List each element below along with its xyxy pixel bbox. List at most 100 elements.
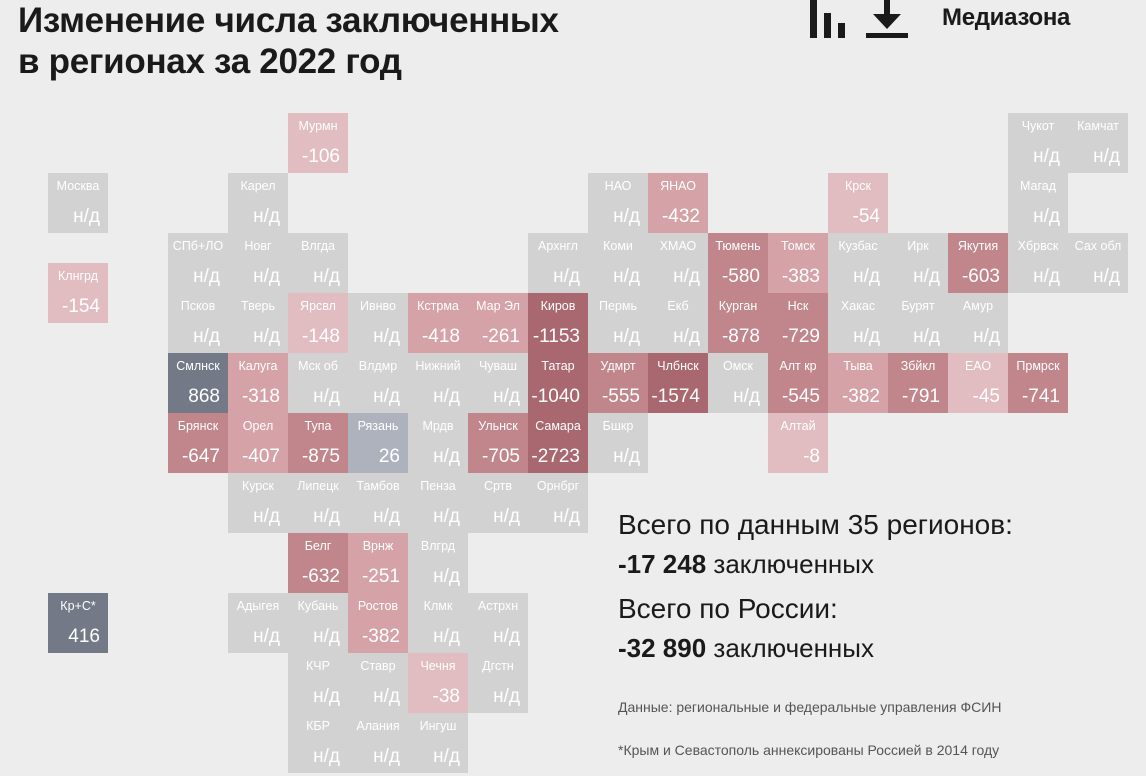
region-tile[interactable]: Удмрт -555: [588, 353, 648, 413]
region-tile[interactable]: Тыва -382: [828, 353, 888, 413]
region-tile[interactable]: Белг -632: [288, 533, 348, 593]
region-tile[interactable]: Нижний н/д: [408, 353, 468, 413]
region-value: н/д: [493, 686, 520, 707]
region-tile[interactable]: Ростов -382: [348, 593, 408, 653]
region-tile[interactable]: Кузбас н/д: [828, 233, 888, 293]
region-tile[interactable]: КБР н/д: [288, 713, 348, 773]
region-tile[interactable]: Ярсвл -148: [288, 293, 348, 353]
region-tile[interactable]: Самара -2723: [528, 413, 588, 473]
region-tile[interactable]: Мурмн -106: [288, 113, 348, 173]
region-value: н/д: [493, 506, 520, 527]
region-value: -261: [481, 326, 520, 347]
region-abbr: Калуга: [238, 359, 278, 373]
region-tile[interactable]: Ульнск -705: [468, 413, 528, 473]
region-tile[interactable]: Ставр н/д: [348, 653, 408, 713]
region-tile[interactable]: Кубань н/д: [288, 593, 348, 653]
region-tile[interactable]: Камчат н/д: [1068, 113, 1128, 173]
region-tile[interactable]: ЕАО -45: [948, 353, 1008, 413]
region-tile[interactable]: Клмк н/д: [408, 593, 468, 653]
region-tile[interactable]: Курган -878: [708, 293, 768, 353]
region-tile[interactable]: Сах обл н/д: [1068, 233, 1128, 293]
title-line-2: в регионах за 2022 год: [18, 42, 402, 81]
region-tile[interactable]: Омск н/д: [708, 353, 768, 413]
region-tile[interactable]: Алт кр -545: [768, 353, 828, 413]
region-tile[interactable]: Орел -407: [228, 413, 288, 473]
region-tile[interactable]: Орнбрг н/д: [528, 473, 588, 533]
region-abbr: Бшкр: [602, 419, 634, 433]
region-value: н/д: [1033, 206, 1060, 227]
region-tile[interactable]: Нск -729: [768, 293, 828, 353]
region-value: 26: [378, 446, 400, 467]
region-tile[interactable]: Тамбов н/д: [348, 473, 408, 533]
region-tile[interactable]: Алания н/д: [348, 713, 408, 773]
region-tile[interactable]: Липецк н/д: [288, 473, 348, 533]
region-tile[interactable]: СПб+ЛО н/д: [168, 233, 228, 293]
region-tile[interactable]: Адыгея н/д: [228, 593, 288, 653]
region-value: н/д: [1093, 266, 1120, 287]
region-value: -8: [803, 446, 820, 467]
region-tile[interactable]: Влгда н/д: [288, 233, 348, 293]
region-abbr: Кубань: [297, 599, 339, 613]
region-tile[interactable]: Ингуш н/д: [408, 713, 468, 773]
region-tile[interactable]: Сртв н/д: [468, 473, 528, 533]
bar-chart-icon[interactable]: [808, 0, 852, 45]
region-tile[interactable]: Коми н/д: [588, 233, 648, 293]
region-tile[interactable]: Москва н/д: [48, 173, 108, 233]
region-tile[interactable]: Влдмр н/д: [348, 353, 408, 413]
region-tile[interactable]: Тверь н/д: [228, 293, 288, 353]
region-tile[interactable]: Псков н/д: [168, 293, 228, 353]
region-tile[interactable]: Прмрск -741: [1008, 353, 1068, 413]
region-tile[interactable]: Мрдв н/д: [408, 413, 468, 473]
regions-total-unit: заключенных: [713, 549, 874, 579]
region-tile[interactable]: ХМАО н/д: [648, 233, 708, 293]
region-tile[interactable]: Киров -1153: [528, 293, 588, 353]
region-tile[interactable]: Астрхн н/д: [468, 593, 528, 653]
region-tile[interactable]: Алтай -8: [768, 413, 828, 473]
region-tile[interactable]: Пенза н/д: [408, 473, 468, 533]
region-tile[interactable]: Карел н/д: [228, 173, 288, 233]
region-tile[interactable]: Рязань 26: [348, 413, 408, 473]
region-tile[interactable]: Тупа -875: [288, 413, 348, 473]
region-tile[interactable]: Кр+С* 416: [48, 593, 108, 653]
region-tile[interactable]: КЧР н/д: [288, 653, 348, 713]
region-tile[interactable]: Якутия -603: [948, 233, 1008, 293]
region-tile[interactable]: Тюмень -580: [708, 233, 768, 293]
region-tile[interactable]: Чуваш н/д: [468, 353, 528, 413]
region-tile[interactable]: Пермь н/д: [588, 293, 648, 353]
region-tile[interactable]: Крск -54: [828, 173, 888, 233]
region-tile[interactable]: Екб н/д: [648, 293, 708, 353]
region-tile[interactable]: Бшкр н/д: [588, 413, 648, 473]
region-tile[interactable]: Чечня -38: [408, 653, 468, 713]
region-abbr: ЯНАО: [660, 179, 696, 193]
region-tile[interactable]: Врнж -251: [348, 533, 408, 593]
region-tile[interactable]: Мар Эл -261: [468, 293, 528, 353]
region-tile[interactable]: Брянск -647: [168, 413, 228, 473]
region-abbr: Тыва: [843, 359, 873, 373]
region-tile[interactable]: Калуга -318: [228, 353, 288, 413]
region-tile[interactable]: Томск -383: [768, 233, 828, 293]
region-tile[interactable]: Магад н/д: [1008, 173, 1068, 233]
region-tile[interactable]: Татар -1040: [528, 353, 588, 413]
brand-logo[interactable]: Медиазона: [942, 4, 1071, 31]
region-tile[interactable]: НАО н/д: [588, 173, 648, 233]
region-tile[interactable]: Ивнво н/д: [348, 293, 408, 353]
region-tile[interactable]: ЯНАО -432: [648, 173, 708, 233]
region-tile[interactable]: Смлнск 868: [168, 353, 228, 413]
region-tile[interactable]: Клнгрд -154: [48, 263, 108, 323]
region-tile[interactable]: Новг н/д: [228, 233, 288, 293]
region-tile[interactable]: Збйкл -791: [888, 353, 948, 413]
region-tile[interactable]: Чукот н/д: [1008, 113, 1068, 173]
region-tile[interactable]: Хакас н/д: [828, 293, 888, 353]
region-tile[interactable]: Ирк н/д: [888, 233, 948, 293]
region-tile[interactable]: Члбнск -1574: [648, 353, 708, 413]
region-tile[interactable]: Влгрд н/д: [408, 533, 468, 593]
region-tile[interactable]: Дгстн н/д: [468, 653, 528, 713]
region-tile[interactable]: Амур н/д: [948, 293, 1008, 353]
region-tile[interactable]: Бурят н/д: [888, 293, 948, 353]
region-tile[interactable]: Кстрма -418: [408, 293, 468, 353]
region-tile[interactable]: Мск об н/д: [288, 353, 348, 413]
download-icon[interactable]: [864, 0, 910, 45]
region-tile[interactable]: Курск н/д: [228, 473, 288, 533]
region-tile[interactable]: Хбрвск н/д: [1008, 233, 1068, 293]
region-tile[interactable]: Архнгл н/д: [528, 233, 588, 293]
